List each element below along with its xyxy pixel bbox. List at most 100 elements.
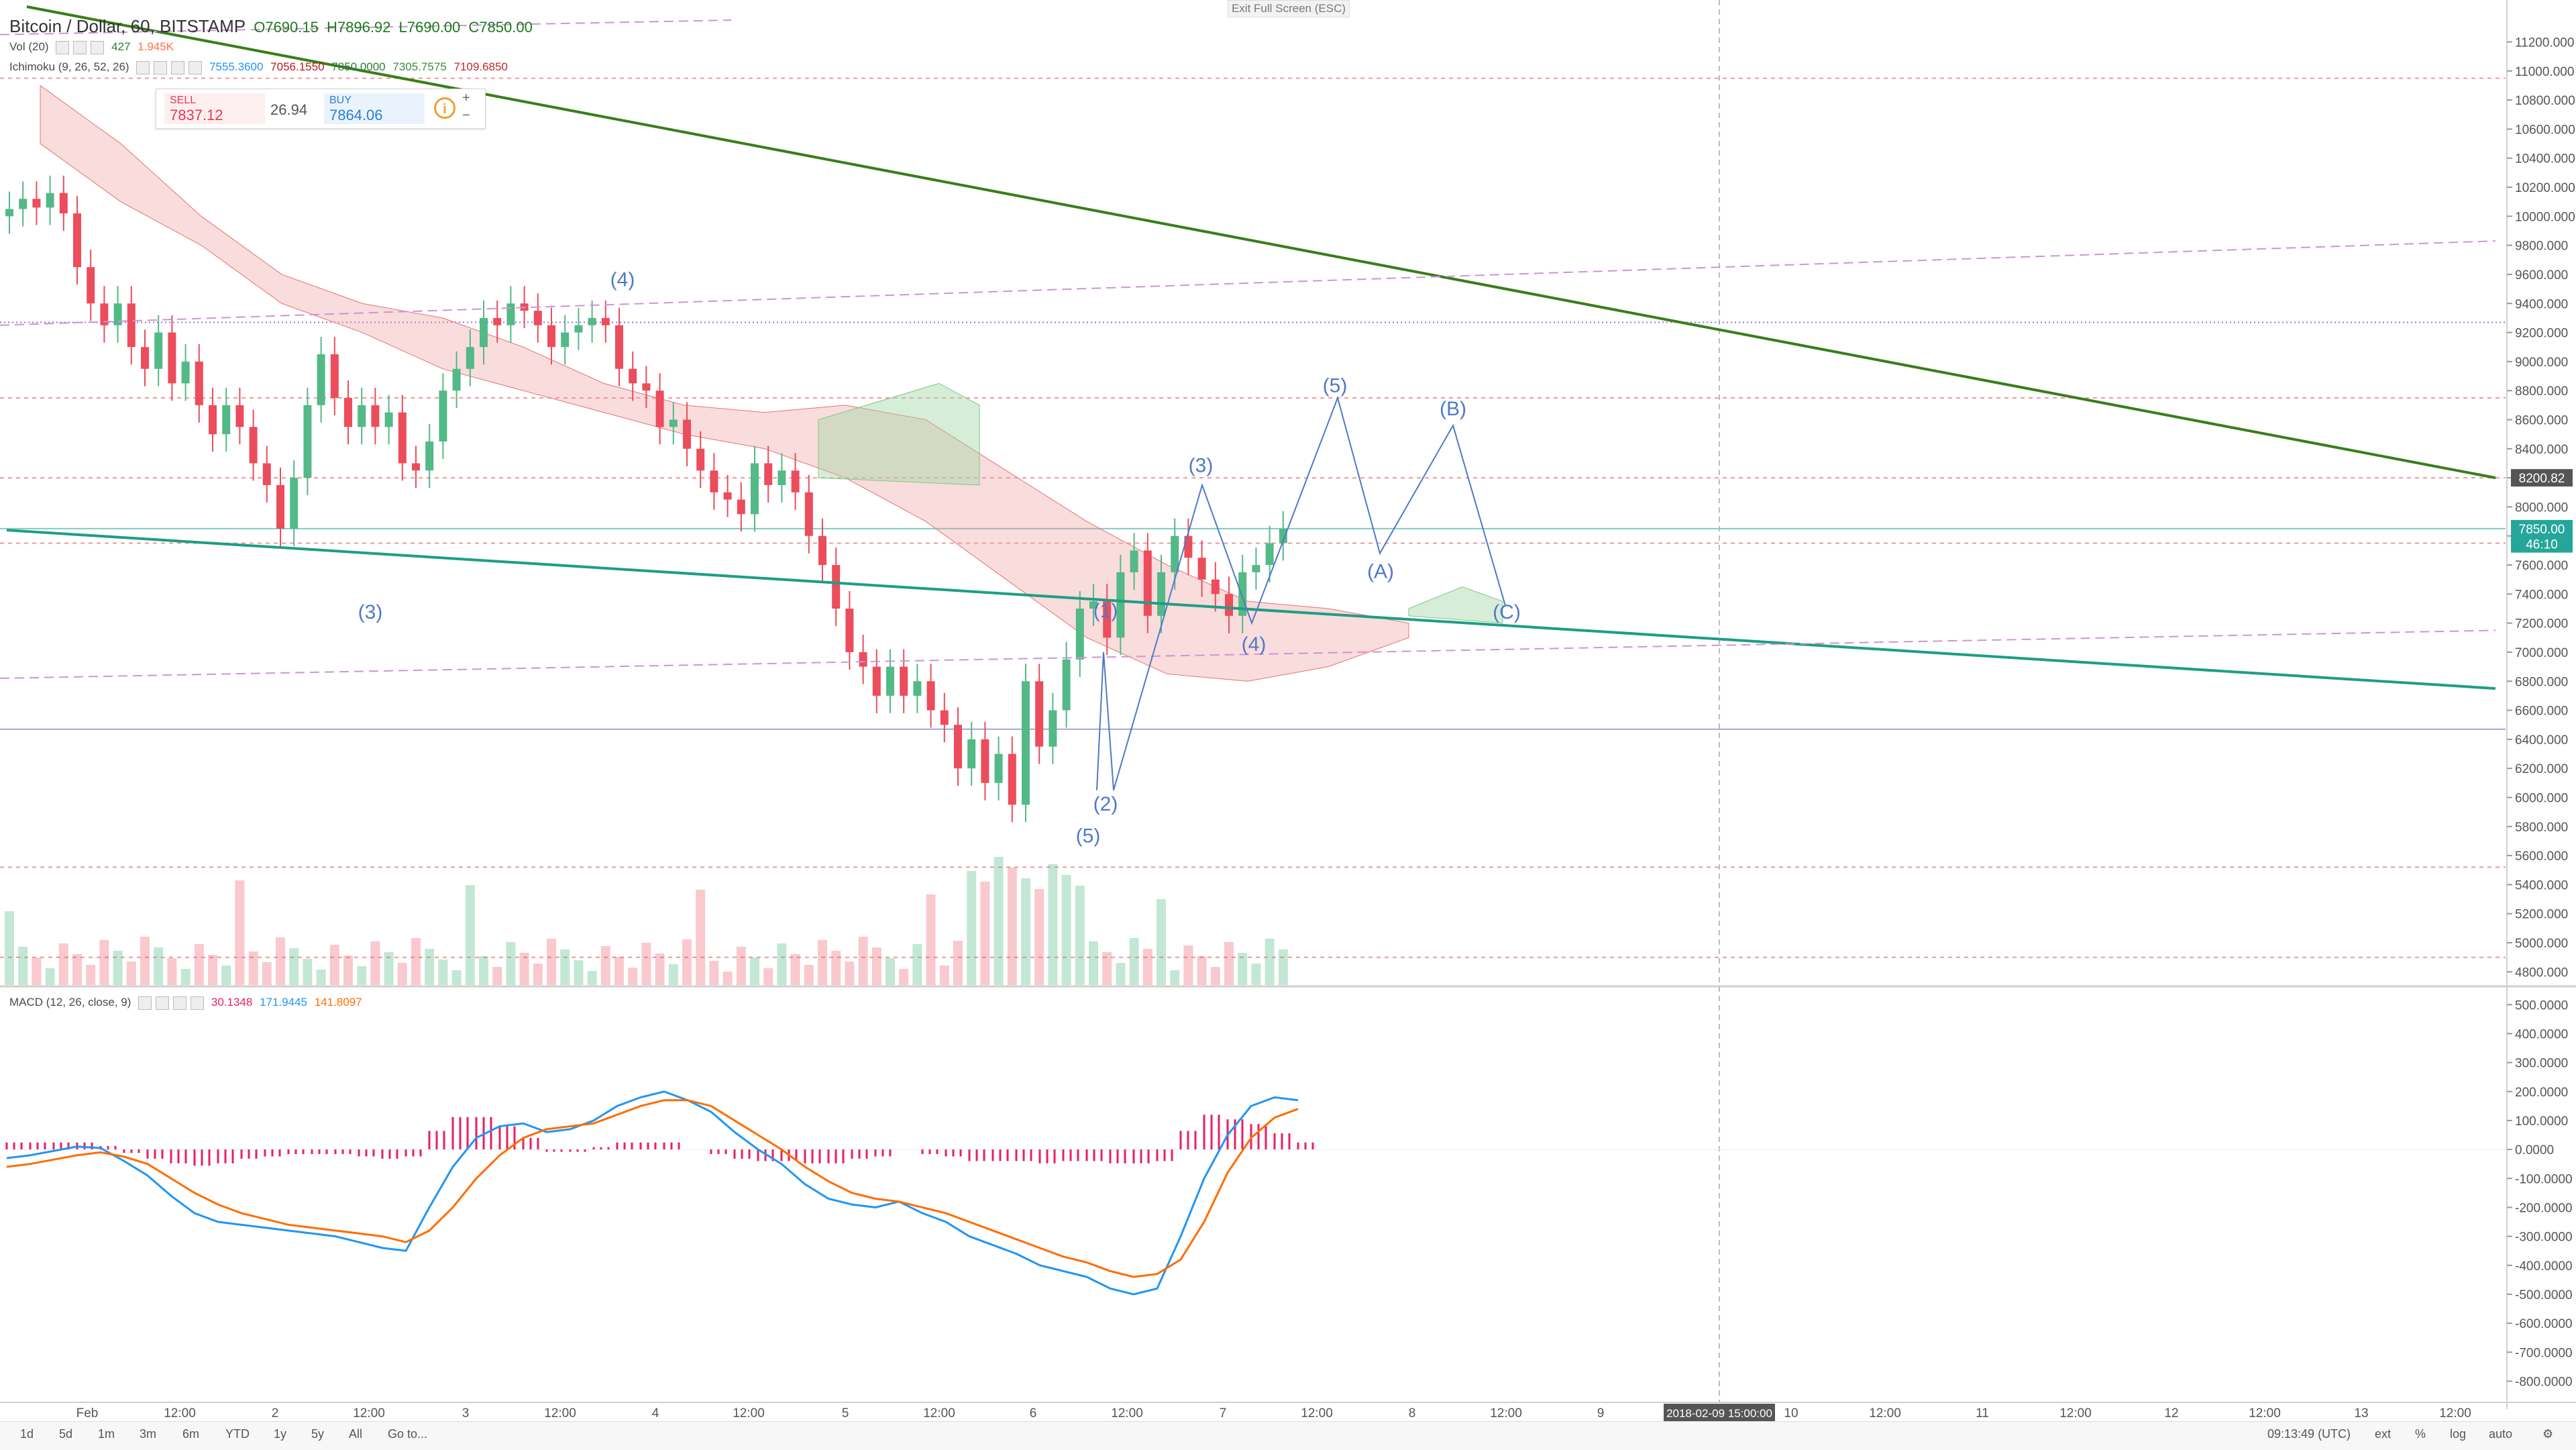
visibility-icon[interactable] bbox=[136, 60, 150, 74]
price-tick-label: 5000.000 bbox=[2515, 937, 2568, 951]
goto-button[interactable]: Go to... bbox=[388, 1427, 428, 1441]
gear-icon[interactable]: ⚙ bbox=[2542, 1427, 2554, 1441]
wave-label: (4) bbox=[1242, 633, 1267, 656]
visibility-icon[interactable] bbox=[138, 996, 152, 1010]
volume-bar bbox=[1224, 942, 1234, 985]
range-5d[interactable]: 5d bbox=[59, 1427, 73, 1441]
dashed-channel bbox=[0, 19, 732, 36]
price-tick-label: 11200.000 bbox=[2515, 36, 2574, 50]
trend-line-lower bbox=[6, 529, 2496, 690]
volume-bar bbox=[343, 955, 353, 985]
volume-bar bbox=[329, 945, 339, 985]
time-label: 10 bbox=[1784, 1406, 1798, 1420]
auto-toggle[interactable]: auto bbox=[2489, 1427, 2513, 1441]
volume-bar bbox=[276, 937, 285, 985]
macd-label[interactable]: MACD (12, 26, close, 9) bbox=[9, 996, 131, 1008]
price-tick-label: 5800.000 bbox=[2515, 821, 2568, 835]
volume-bar bbox=[763, 968, 773, 985]
range-ytd[interactable]: YTD bbox=[225, 1427, 250, 1441]
close-icon[interactable] bbox=[91, 40, 105, 54]
time-label: 12:00 bbox=[923, 1406, 955, 1420]
price-tick-label: 6000.000 bbox=[2515, 791, 2568, 805]
ohlc-low: L7690.00 bbox=[398, 19, 461, 36]
percent-toggle[interactable]: % bbox=[2415, 1427, 2426, 1441]
clock-readout[interactable]: 09:13:49 (UTC) bbox=[2267, 1427, 2351, 1441]
candle-body bbox=[669, 419, 678, 427]
volume-bar bbox=[1007, 868, 1017, 985]
volume-pane bbox=[5, 857, 1288, 985]
candle-body bbox=[994, 754, 1003, 783]
trend-line-upper bbox=[26, 5, 2496, 480]
candle-body bbox=[561, 332, 570, 348]
volume-bar bbox=[1129, 938, 1139, 985]
settings-icon[interactable] bbox=[73, 40, 87, 54]
candle-body bbox=[384, 412, 393, 427]
candle-body bbox=[940, 710, 949, 725]
symbol-header: Bitcoin / Dollar, 60, BITSTAMP O7690.15 … bbox=[9, 16, 537, 37]
visibility-icon[interactable] bbox=[56, 40, 70, 54]
candle-body bbox=[87, 267, 95, 304]
time-label: 12:00 bbox=[2249, 1406, 2281, 1420]
range-1d[interactable]: 1d bbox=[20, 1427, 34, 1441]
macd-tick-label: -300.0000 bbox=[2515, 1231, 2573, 1245]
volume-bar bbox=[1183, 945, 1193, 985]
volume-bar bbox=[709, 961, 719, 985]
volume-bar bbox=[72, 954, 82, 985]
candle-body bbox=[181, 361, 190, 384]
range-1m[interactable]: 1m bbox=[98, 1427, 115, 1441]
close-icon[interactable] bbox=[173, 996, 187, 1010]
crosshair-price-label-box bbox=[2511, 469, 2573, 487]
price-tick-label: 9000.000 bbox=[2515, 356, 2568, 370]
volume-label[interactable]: Vol (20) bbox=[9, 40, 49, 53]
candle-body bbox=[777, 470, 786, 485]
info-icon[interactable]: i bbox=[434, 97, 455, 119]
ext-toggle[interactable]: ext bbox=[2375, 1427, 2392, 1441]
range-5y[interactable]: 5y bbox=[311, 1427, 325, 1441]
volume-bar bbox=[790, 954, 800, 985]
symbol-title[interactable]: Bitcoin / Dollar, 60, BITSTAMP bbox=[9, 16, 246, 36]
range-3m[interactable]: 3m bbox=[140, 1427, 157, 1441]
volume-bar bbox=[438, 960, 448, 985]
candle-body bbox=[1225, 594, 1233, 616]
time-label: 12:00 bbox=[2439, 1406, 2471, 1420]
volume-bar bbox=[357, 966, 367, 985]
volume-bar bbox=[86, 965, 96, 985]
settings-icon[interactable] bbox=[156, 996, 170, 1010]
minus-icon[interactable]: − bbox=[462, 108, 470, 123]
candle-body bbox=[1049, 710, 1057, 747]
sell-button[interactable]: SELL 7837.12 bbox=[164, 93, 265, 124]
settings-icon[interactable] bbox=[154, 60, 168, 74]
candle-body bbox=[845, 608, 854, 652]
volume-bar bbox=[1021, 878, 1030, 985]
candle-body bbox=[872, 666, 881, 696]
time-label: 8 bbox=[1409, 1406, 1416, 1420]
candle-body bbox=[967, 739, 976, 769]
more-icon[interactable] bbox=[189, 60, 203, 74]
volume-bar bbox=[45, 968, 55, 985]
more-icon[interactable] bbox=[191, 996, 205, 1010]
ohlc-high: H7896.92 bbox=[326, 19, 391, 36]
volume-bar bbox=[587, 971, 597, 985]
volume-bar bbox=[5, 911, 14, 985]
exit-fullscreen-button[interactable]: Exit Full Screen (ESC) bbox=[1228, 0, 1350, 17]
candle-body bbox=[73, 213, 81, 268]
volume-bar bbox=[641, 943, 651, 985]
buy-button[interactable]: BUY 7864.06 bbox=[324, 93, 425, 124]
candle-body bbox=[723, 492, 732, 500]
wave-label: (1) bbox=[1093, 600, 1118, 622]
log-toggle[interactable]: log bbox=[2450, 1427, 2467, 1441]
volume-bar bbox=[1048, 864, 1058, 985]
plus-icon[interactable]: + bbox=[462, 91, 470, 105]
candle-body bbox=[764, 463, 773, 485]
close-icon[interactable] bbox=[171, 60, 185, 74]
volume-bar bbox=[519, 953, 529, 985]
ichimoku-label[interactable]: Ichimoku (9, 26, 52, 26) bbox=[9, 60, 129, 73]
candle-body bbox=[480, 317, 488, 348]
volume-bar bbox=[574, 960, 584, 985]
macd-line-value: 171.9445 bbox=[260, 996, 307, 1008]
range-1y[interactable]: 1y bbox=[274, 1427, 287, 1441]
range-all[interactable]: All bbox=[349, 1427, 363, 1441]
range-6m[interactable]: 6m bbox=[182, 1427, 200, 1441]
candle-body bbox=[209, 405, 217, 435]
